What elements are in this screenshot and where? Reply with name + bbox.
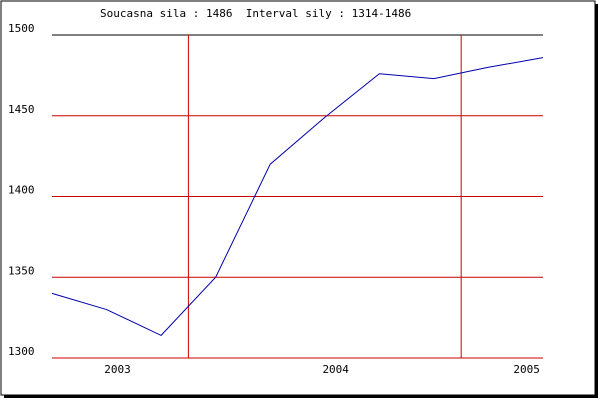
y-tick-label: 1450 (8, 103, 35, 116)
y-tick-label: 1400 (8, 184, 35, 197)
line-series (51, 57, 544, 336)
x-tick-label: 2005 (513, 363, 540, 376)
y-tick-label: 1500 (8, 22, 35, 35)
chart-title: Soucasna sila : 1486 Interval sily : 131… (100, 7, 411, 20)
x-tick-label: 2003 (104, 363, 131, 376)
y-tick-label: 1350 (8, 264, 35, 277)
frame (0, 0, 596, 396)
y-tick-label: 1300 (8, 345, 35, 358)
x-tick-label: 2004 (322, 363, 349, 376)
